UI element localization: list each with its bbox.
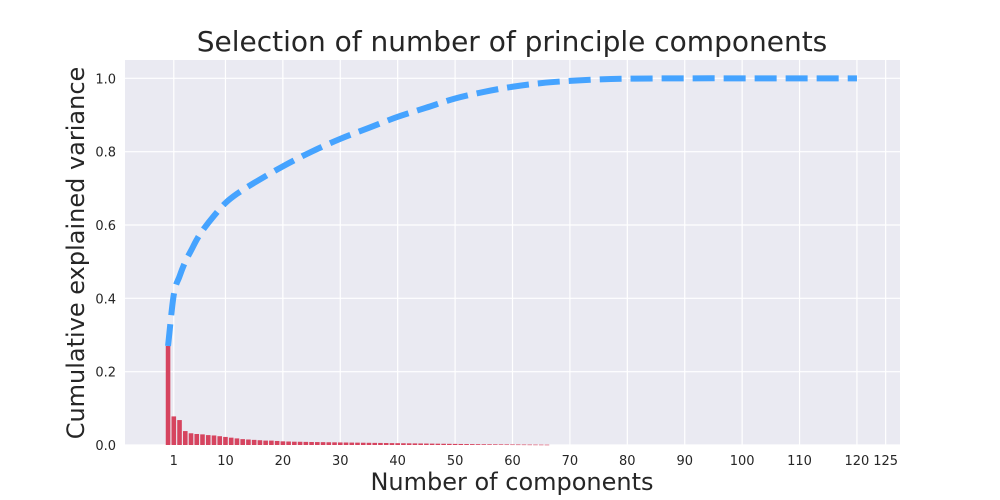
- x-tick-label: 80: [619, 454, 636, 469]
- y-tick-label: 0.8: [95, 146, 116, 161]
- bar: [257, 440, 263, 445]
- x-tick-label: 100: [730, 454, 755, 469]
- bar: [165, 346, 171, 445]
- bar: [406, 443, 412, 445]
- bar: [447, 443, 452, 445]
- x-tick-label: 30: [332, 454, 349, 469]
- bar: [315, 442, 320, 445]
- bar: [464, 444, 469, 445]
- line-series: [165, 75, 857, 347]
- y-tick-label: 0.6: [95, 219, 116, 234]
- bar: [337, 442, 343, 445]
- x-tick-label: 70: [562, 454, 579, 469]
- bar-series: [165, 346, 550, 446]
- bar: [228, 437, 234, 445]
- cumulative-variance-line: [165, 75, 857, 347]
- x-tick-label: 20: [275, 454, 292, 469]
- bar: [360, 442, 366, 445]
- x-tick-label: 60: [504, 454, 521, 469]
- bar: [332, 442, 337, 445]
- bar: [481, 444, 487, 445]
- bar: [211, 435, 217, 445]
- bar: [435, 443, 441, 445]
- bar: [292, 441, 297, 445]
- bar: [274, 440, 280, 445]
- bar: [458, 443, 464, 445]
- bar: [320, 442, 326, 445]
- bar: [470, 444, 475, 445]
- bar: [492, 444, 498, 445]
- bar: [395, 443, 400, 445]
- bar: [412, 443, 418, 445]
- x-tick-label: 10: [217, 454, 234, 469]
- bar: [389, 443, 395, 445]
- y-tick-label: 1.0: [95, 72, 116, 87]
- bar: [418, 443, 423, 445]
- x-tick-label: 50: [447, 454, 464, 469]
- chart-title: Selection of number of principle compone…: [197, 25, 828, 58]
- x-tick-labels: 1 10 20 30 40 50 60 70 80 90 100 110 120 125: [170, 454, 898, 469]
- bar: [538, 444, 544, 446]
- bar: [424, 443, 429, 445]
- bar: [349, 442, 355, 445]
- x-axis-label: Number of components: [370, 468, 653, 496]
- bar: [401, 443, 406, 445]
- x-tick-label: 110: [787, 454, 812, 469]
- bar: [309, 441, 314, 445]
- bar: [355, 442, 360, 445]
- bar: [223, 436, 228, 445]
- bar: [217, 436, 223, 445]
- y-tick-label: 0.0: [95, 439, 116, 454]
- x-tick-label: 1: [170, 454, 178, 469]
- bar: [240, 439, 245, 445]
- bar: [234, 438, 240, 445]
- bar: [263, 440, 268, 445]
- bar: [383, 443, 389, 445]
- bar: [200, 434, 205, 445]
- y-tick-label: 0.2: [95, 366, 116, 381]
- bar: [326, 442, 332, 445]
- y-tick-labels: 0.0 0.2 0.4 0.6 0.8 1.0: [95, 72, 116, 454]
- bar: [205, 435, 211, 445]
- bar: [251, 439, 257, 445]
- x-tick-label: 90: [676, 454, 693, 469]
- bar: [280, 441, 286, 445]
- y-axis-label: Cumulative explained variance: [62, 67, 90, 440]
- x-tick-label: 40: [389, 454, 406, 469]
- bar: [182, 431, 188, 445]
- bar: [475, 444, 481, 445]
- bar: [504, 444, 510, 446]
- bar: [303, 441, 309, 445]
- bar: [429, 443, 435, 445]
- bar: [510, 444, 515, 446]
- bar: [378, 442, 383, 445]
- bar: [372, 442, 378, 445]
- bar: [544, 444, 550, 446]
- bar: [171, 416, 177, 445]
- bar: [366, 442, 372, 445]
- bar: [515, 444, 521, 446]
- bar: [343, 442, 349, 445]
- bar: [269, 440, 274, 445]
- bar: [527, 444, 533, 446]
- y-tick-label: 0.4: [95, 292, 116, 307]
- bar: [498, 444, 504, 445]
- bar: [177, 420, 182, 445]
- bar: [441, 443, 446, 445]
- bar: [487, 444, 492, 445]
- bar: [297, 441, 303, 445]
- bar: [246, 439, 251, 445]
- x-tick-label: 125: [873, 454, 898, 469]
- bar: [286, 441, 291, 445]
- x-tick-label: 120: [845, 454, 870, 469]
- bar: [188, 433, 194, 445]
- bar: [452, 443, 458, 445]
- bar: [533, 444, 538, 446]
- bar: [194, 434, 200, 445]
- bar: [521, 444, 527, 446]
